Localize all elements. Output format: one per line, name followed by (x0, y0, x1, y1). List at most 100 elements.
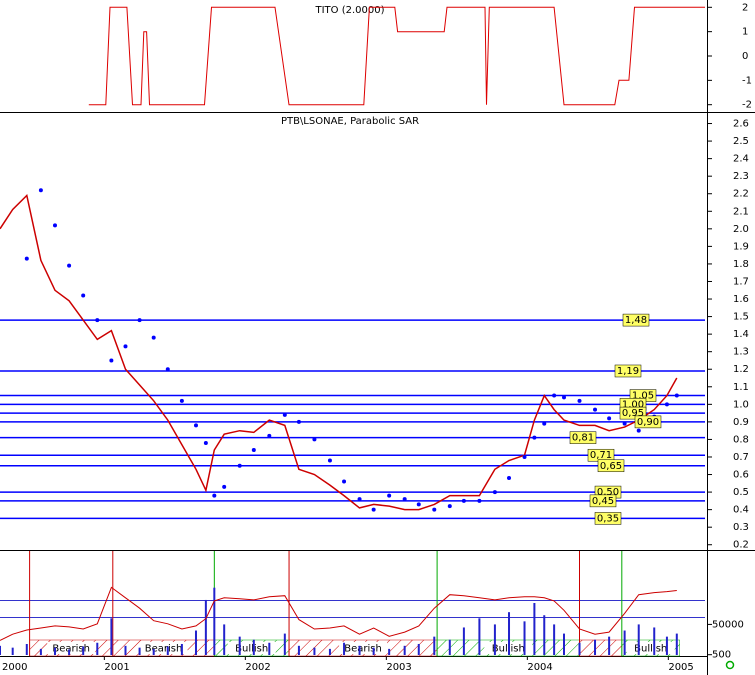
volume-bar (358, 645, 361, 655)
volume-bar (152, 648, 155, 655)
x-tick-label-bg (385, 660, 414, 673)
indicator-line (88, 6, 705, 106)
y-tick-label: 0.6 (733, 470, 749, 481)
sar-dot (577, 398, 582, 403)
sar-dot (371, 507, 376, 512)
y-tick-label: 0.9 (733, 417, 749, 428)
sar-dot (342, 479, 347, 484)
x-tick-label-bg (526, 660, 555, 673)
volume-bar (25, 643, 28, 655)
sar-dot (312, 437, 317, 442)
y-tick-label: 1.3 (733, 347, 749, 358)
volume-bar (124, 645, 127, 655)
x-tick-label: 2003 (386, 662, 411, 673)
volume-bar (223, 624, 226, 655)
sar-dot (179, 398, 184, 403)
level-label: 1,05 (632, 391, 654, 402)
volume-bar (213, 587, 216, 655)
level-label: 0,95 (622, 408, 644, 419)
sar-dot (562, 395, 566, 400)
panel-title: PTB\LSONAE, Parabolic SAR (281, 116, 419, 127)
volume-bar (166, 646, 169, 655)
volume-bar (508, 612, 511, 655)
volume-bar (372, 647, 375, 655)
y-tick-label: 1.1 (733, 382, 749, 393)
volume-bar (623, 630, 626, 655)
sar-dot (664, 402, 669, 407)
volume-bar (448, 639, 451, 655)
phase-label-bg (339, 642, 388, 654)
volume-bar (608, 636, 611, 655)
label-box (589, 494, 617, 508)
y-tick-label: 1.9 (733, 241, 749, 252)
oscillator-line (0, 586, 677, 641)
sar-dot (212, 493, 217, 498)
volume-bar (675, 633, 678, 655)
volume-bar (0, 645, 1, 655)
volume-bar (180, 643, 183, 655)
sar-dot (38, 188, 43, 193)
volume-bar (283, 633, 286, 655)
x-tick-label: 2000 (2, 662, 27, 673)
phase-label-bg (139, 642, 188, 654)
level-label: 0,90 (637, 417, 659, 428)
y-tick-label: 0.7 (733, 452, 749, 463)
y-tick-label: 2.3 (733, 171, 749, 182)
sar-dot (636, 428, 641, 433)
sar-dot (622, 421, 627, 426)
sar-dot (165, 367, 170, 372)
x-tick-label-bg (667, 660, 696, 673)
volume-bar (553, 624, 556, 655)
y-tick-label: 1.6 (733, 294, 749, 305)
sar-dot (542, 421, 547, 426)
y-tick-label: 2.5 (733, 136, 749, 147)
sar-dot (282, 412, 287, 417)
y-tick-label: 1.2 (733, 364, 749, 375)
label-box (597, 459, 625, 473)
sar-dot (251, 447, 256, 452)
volume-bar (533, 603, 536, 655)
level-label: 1,00 (622, 399, 644, 410)
label-box (622, 313, 650, 327)
y-tick-label: 2.4 (733, 154, 749, 165)
sar-dot (52, 223, 57, 228)
volume-bar (11, 647, 14, 655)
y-tick-label: 1 (742, 27, 748, 38)
sar-dot (402, 497, 407, 502)
level-label: 1,48 (625, 315, 647, 326)
volume-bar (578, 642, 581, 655)
sar-dot (477, 498, 482, 503)
sar-dot (607, 416, 612, 421)
sar-dot (95, 318, 100, 323)
y-tick-label: 0.3 (733, 522, 749, 533)
level-label: 1,19 (617, 366, 639, 377)
sar-dot (416, 502, 421, 507)
volume-bar (82, 646, 85, 655)
sar-dot (532, 435, 537, 440)
volume-bar (53, 647, 56, 655)
label-box (634, 415, 662, 429)
volume-bar (543, 615, 546, 655)
sar-dot (24, 256, 29, 261)
sar-dot (432, 507, 437, 512)
volume-bar (68, 649, 71, 655)
y-tick-label: 0.8 (733, 434, 749, 445)
x-tick-label-bg (244, 660, 273, 673)
sar-dot (387, 493, 392, 498)
volume-bar (138, 647, 141, 655)
y-tick-label: 2.6 (733, 119, 749, 130)
sar-dot (123, 344, 128, 349)
panel-title: TITO (2.0000) (314, 5, 384, 16)
sar-dot (67, 263, 72, 268)
x-tick-label: 2002 (245, 662, 270, 673)
y-tick-label: -2 (742, 100, 752, 111)
sar-dot (237, 463, 242, 468)
volume-bar (252, 639, 255, 655)
x-tick-label: 2004 (527, 662, 552, 673)
volume-bar (478, 618, 481, 655)
phase-label: Bearish (344, 644, 382, 655)
sar-dot (296, 419, 301, 424)
y-tick-label: 1.0 (733, 399, 749, 410)
volume-bar (462, 627, 465, 655)
